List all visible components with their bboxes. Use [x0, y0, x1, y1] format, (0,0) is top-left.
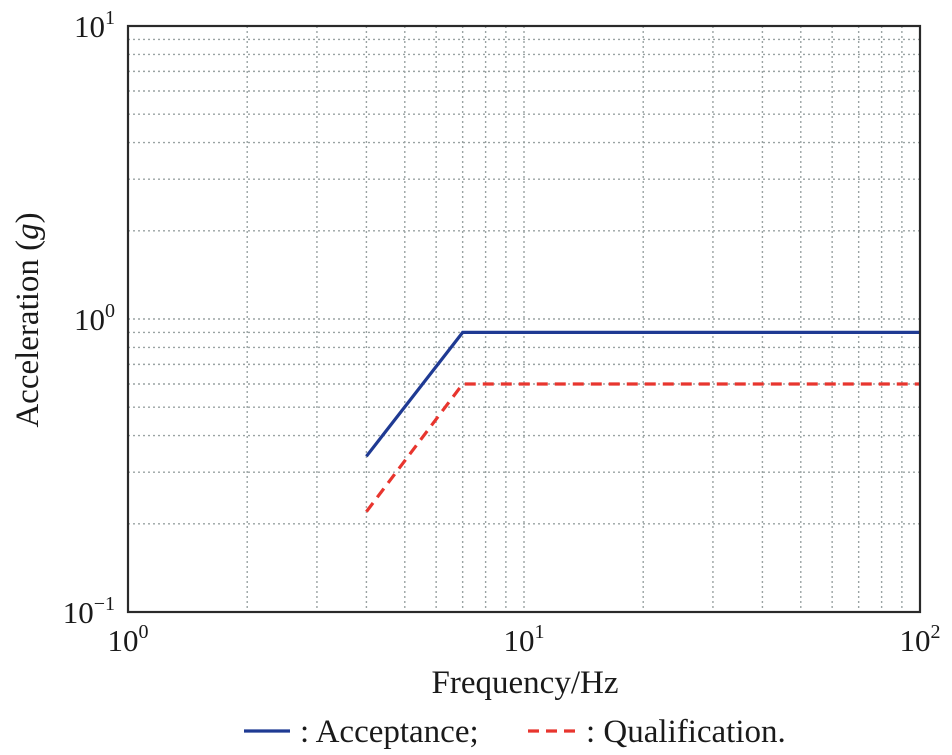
x-tick-labels: 100 101 102: [108, 621, 941, 658]
y-axis-label-main: Acceleration (: [10, 240, 46, 428]
x-tick-label: 100: [108, 621, 149, 658]
x-tick-label: 101: [504, 621, 545, 658]
y-tick-labels: 10−1 100 101: [63, 7, 115, 630]
legend-label-acceptance: : Acceptance;: [300, 714, 479, 750]
grid: [128, 26, 920, 612]
series-group: [365, 330, 920, 513]
y-axis-label-unit: g: [10, 223, 46, 240]
legend: : Acceptance; : Qualification.: [244, 714, 786, 750]
x-axis-label: Frequency/Hz: [432, 665, 619, 701]
y-axis-label: Acceleration (g): [10, 212, 46, 427]
y-tick-label: 100: [74, 300, 115, 337]
legend-label-qualification: : Qualification.: [586, 714, 786, 750]
y-tick-label: 101: [74, 7, 115, 44]
x-tick-label: 102: [900, 621, 941, 658]
plot-frame: [126, 24, 922, 614]
series-line-acceptance: [365, 330, 920, 458]
y-tick-label: 10−1: [63, 593, 115, 630]
y-axis-label-close: ): [10, 212, 46, 223]
